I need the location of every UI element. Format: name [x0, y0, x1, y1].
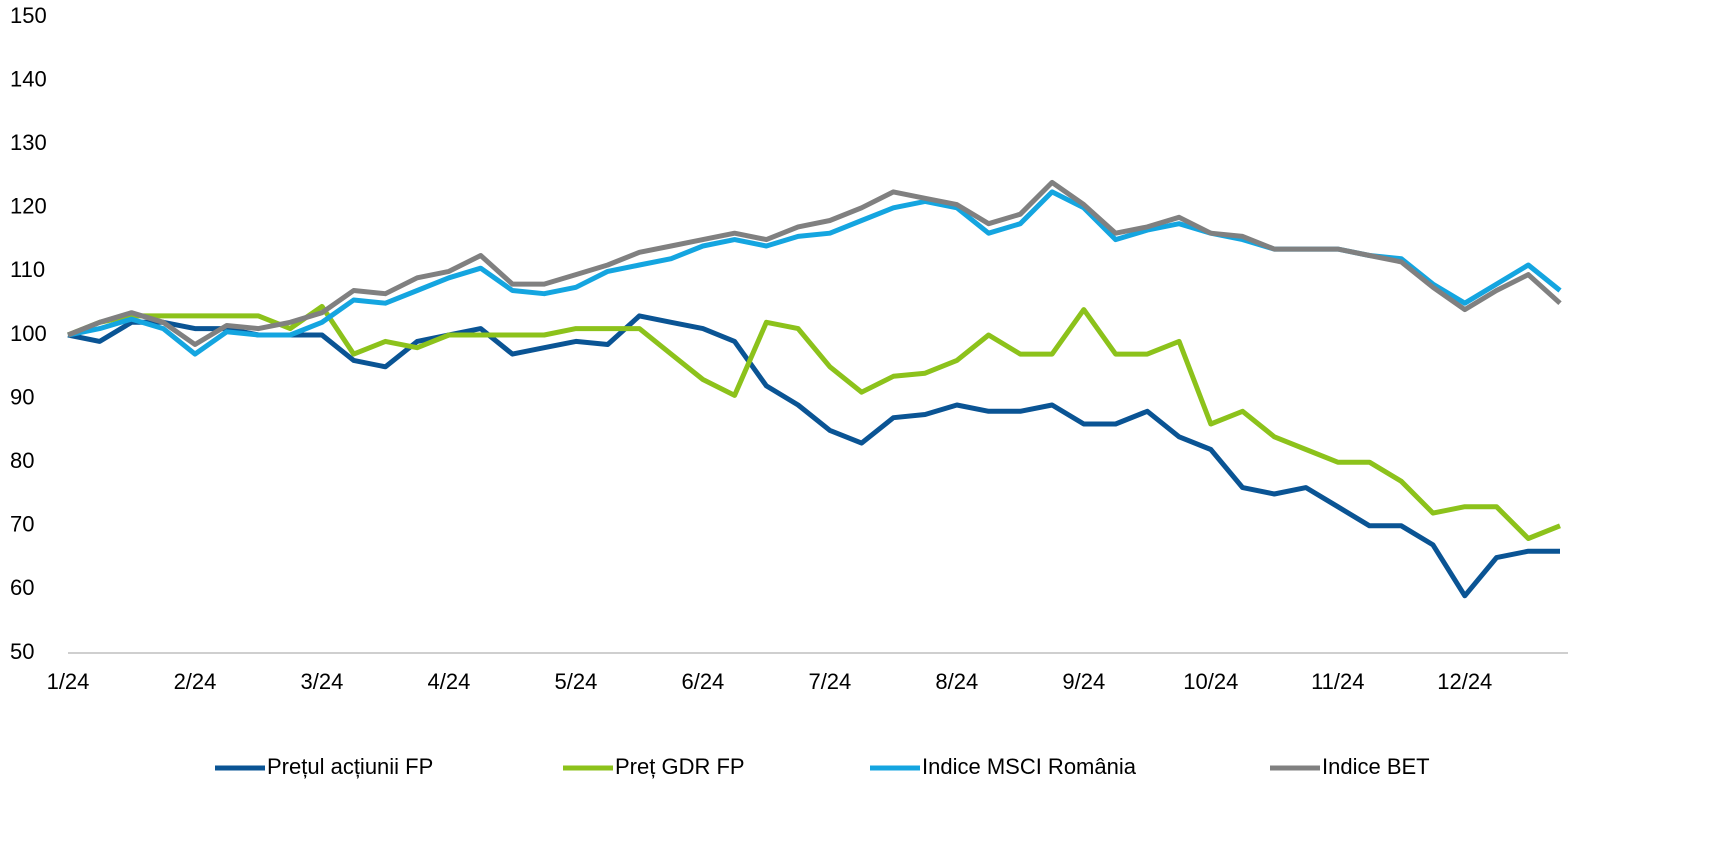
- y-tick-label: 70: [10, 512, 34, 537]
- x-tick-label: 8/24: [935, 669, 978, 694]
- x-tick-label: 4/24: [428, 669, 471, 694]
- y-tick-label: 120: [10, 194, 47, 219]
- y-tick-label: 110: [10, 257, 45, 282]
- y-tick-label: 140: [10, 66, 47, 91]
- y-tick-label: 150: [10, 3, 47, 28]
- x-tick-label: 9/24: [1062, 669, 1105, 694]
- x-tick-label: 7/24: [808, 669, 851, 694]
- x-tick-label: 10/24: [1183, 669, 1238, 694]
- legend-label: Indice BET: [1322, 754, 1430, 779]
- x-tick-label: 3/24: [301, 669, 344, 694]
- y-tick-label: 130: [10, 130, 47, 155]
- legend-label: Preț GDR FP: [615, 754, 745, 779]
- x-tick-label: 2/24: [174, 669, 217, 694]
- legend-label: Prețul acțiunii FP: [267, 754, 433, 779]
- x-tick-label: 12/24: [1437, 669, 1492, 694]
- x-tick-label: 1/24: [47, 669, 90, 694]
- y-tick-label: 60: [10, 575, 34, 600]
- y-tick-label: 90: [10, 384, 34, 409]
- series-line: [67, 313, 1560, 599]
- x-tick-label: 5/24: [555, 669, 598, 694]
- y-tick-label: 50: [10, 639, 34, 664]
- y-tick-label: 80: [10, 448, 34, 473]
- series-line: [67, 179, 1562, 347]
- y-tick-label: 100: [10, 321, 47, 346]
- legend-label: Indice MSCI România: [922, 754, 1137, 779]
- x-tick-label: 6/24: [681, 669, 724, 694]
- x-tick-label: 11/24: [1311, 669, 1364, 694]
- series-line: [67, 303, 1561, 541]
